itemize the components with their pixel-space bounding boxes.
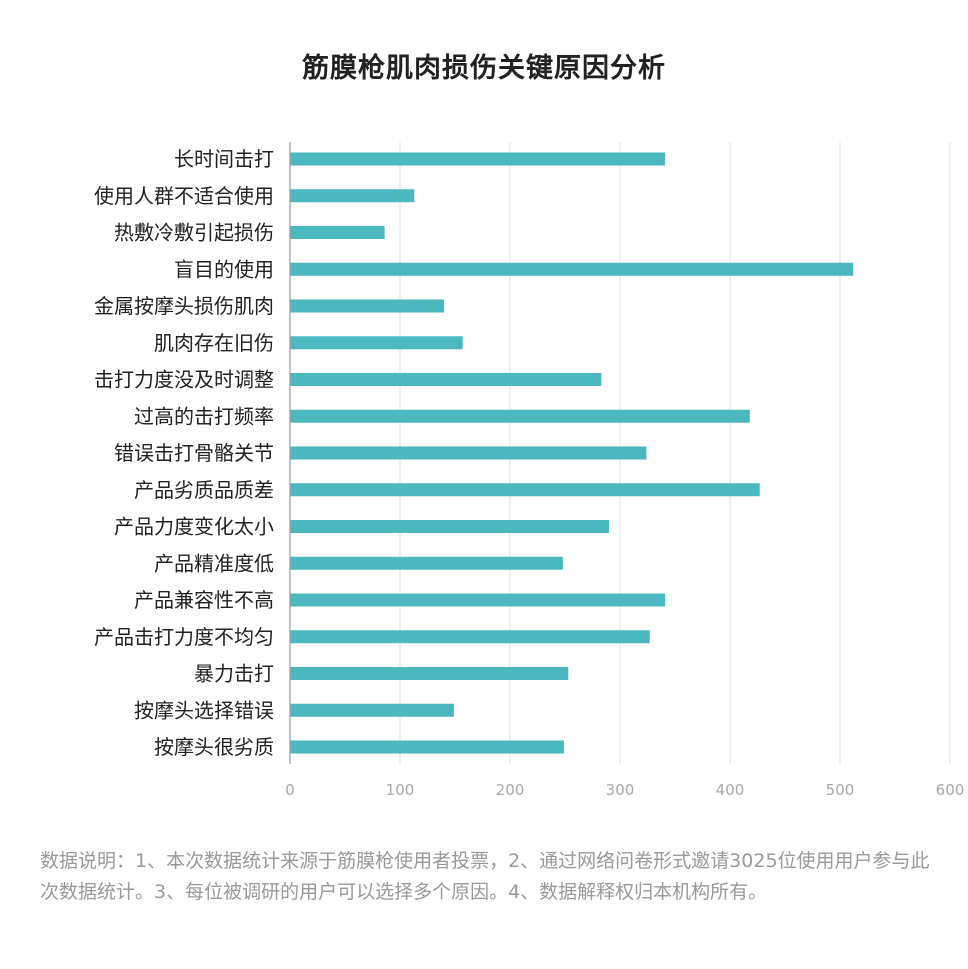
- bar-15: [290, 703, 454, 717]
- category-label-7: 过高的击打频率: [134, 404, 274, 428]
- category-label-6: 击打力度没及时调整: [94, 368, 274, 392]
- category-label-16: 按摩头很劣质: [154, 735, 274, 759]
- bar-chart: 0 100 200 300 400 500 600 长时间击打使用人群不适合使用热敷冷敷引起损…: [94, 142, 965, 799]
- bar-13: [290, 630, 650, 644]
- category-label-0: 长时间击打: [174, 147, 274, 171]
- bar-12: [290, 593, 666, 607]
- category-label-13: 产品击打力度不均匀: [94, 625, 274, 649]
- bar-4: [290, 299, 444, 313]
- category-label-8: 错误击打骨骼关节: [114, 441, 274, 465]
- category-label-5: 肌肉存在旧伤: [154, 331, 274, 355]
- category-label-11: 产品精准度低: [154, 551, 274, 575]
- bar-1: [290, 189, 415, 203]
- bar-16: [290, 740, 564, 754]
- category-label-9: 产品劣质品质差: [134, 478, 274, 502]
- category-label-15: 按摩头选择错误: [134, 698, 274, 722]
- bar-10: [290, 520, 609, 533]
- bar-7: [290, 409, 750, 423]
- bar-0: [290, 152, 666, 166]
- x-tick-label-4: 400: [716, 781, 745, 799]
- x-tick-label-0: 0: [285, 781, 295, 799]
- bar-9: [290, 483, 760, 497]
- category-label-12: 产品兼容性不高: [134, 588, 274, 612]
- x-tick-label-2: 200: [496, 781, 525, 799]
- category-label-3: 盲目的使用: [174, 257, 274, 281]
- chart-title: 筋膜枪肌肉损伤关键原因分析: [302, 53, 666, 84]
- x-tick-label-6: 600: [936, 781, 965, 799]
- category-label-10: 产品力度变化太小: [114, 515, 274, 539]
- x-tick-label-5: 500: [826, 781, 855, 799]
- bar-8: [290, 446, 647, 460]
- bar-11: [290, 556, 563, 570]
- data-note: 数据说明：1、本次数据统计来源于筋膜枪使用者投票，2、通过网络问卷形式邀请302…: [40, 850, 930, 903]
- bar-3: [290, 262, 854, 276]
- bar-2: [290, 226, 385, 239]
- category-label-4: 金属按摩头损伤肌肉: [94, 294, 274, 318]
- bar-14: [290, 667, 569, 680]
- x-tick-label-3: 300: [606, 781, 635, 799]
- bar-5: [290, 336, 463, 350]
- x-tick-label-1: 100: [386, 781, 415, 799]
- category-label-2: 热敷冷敷引起损伤: [114, 221, 274, 245]
- bar-6: [290, 373, 602, 386]
- category-label-1: 使用人群不适合使用: [94, 184, 274, 208]
- category-label-14: 暴力击打: [194, 662, 274, 686]
